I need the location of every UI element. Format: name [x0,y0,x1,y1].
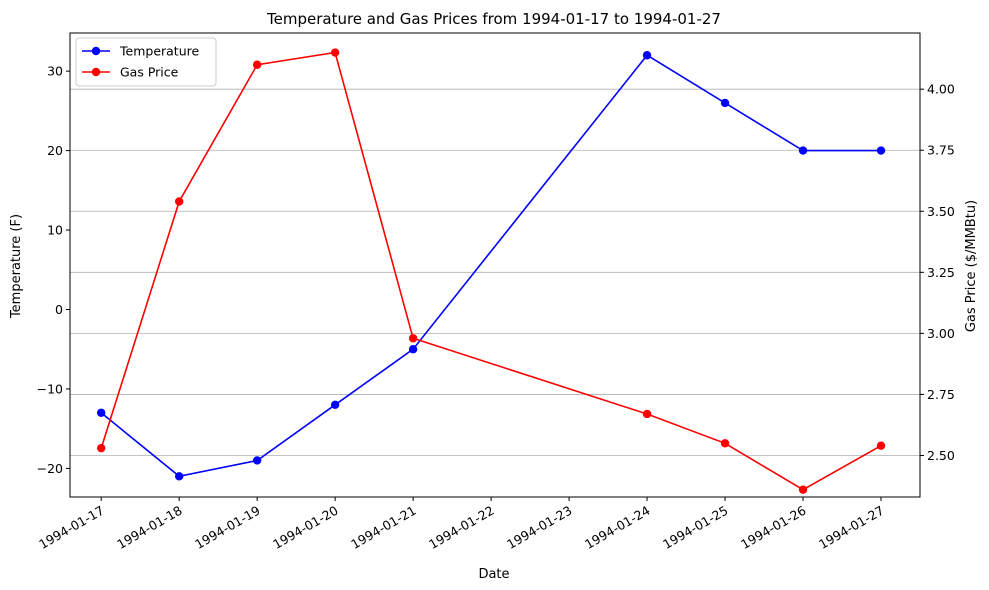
y-left-tick-label-2: 0 [55,302,63,317]
point-temperature-8 [876,146,886,155]
y-right-tick-label-0: 2.50 [927,448,955,463]
y-axis-right-label: Gas Price ($/MMBtu) [964,200,979,332]
point-temperature-5 [642,51,652,60]
y-axis-right: 2.50 2.75 3.00 3.25 3.50 3.75 4.00 [920,82,955,463]
point-gas-price-5 [642,409,652,419]
y-left-tick-label-1: −10 [37,381,63,396]
point-temperature-0 [96,408,106,417]
point-gas-price-7 [798,485,808,494]
point-temperature-6 [720,98,730,108]
y-left-tick-label-5: 30 [47,64,63,79]
series-layer [96,48,886,494]
y-right-tick-label-1: 2.75 [927,387,955,402]
point-temperature-3 [330,400,340,410]
y-axis-left-label: Temperature (F) [9,214,24,319]
chart-title: Temperature and Gas Prices from 1994-01-… [266,10,721,28]
point-gas-price-3 [330,48,340,57]
point-temperature-7 [798,146,808,155]
legend-label-gas-price: Gas Price [120,65,179,80]
point-gas-price-2 [252,60,262,69]
y-left-tick-label-4: 20 [47,143,63,158]
y-axis-left: −20 −10 0 10 20 30 [37,64,70,476]
y-right-tick-label-5: 3.75 [927,143,955,158]
y-right-tick-label-3: 3.25 [927,265,955,280]
point-temperature-4 [408,345,418,354]
legend-marker-temperature [91,46,101,56]
point-gas-price-6 [720,439,730,448]
y-left-tick-label-0: −20 [37,461,63,476]
y-right-tick-label-2: 3.00 [927,326,955,341]
point-gas-price-8 [876,441,886,450]
point-gas-price-1 [174,197,184,206]
y-right-tick-label-4: 3.50 [927,204,955,219]
legend-label-temperature: Temperature [119,44,199,59]
y-left-tick-label-3: 10 [47,223,63,238]
plot-frame [69,32,921,498]
legend: Temperature Gas Price [75,37,217,87]
point-temperature-2 [252,456,262,465]
legend-marker-gas-price [91,67,101,77]
y-right-tick-label-6: 4.00 [927,82,955,97]
point-gas-price-0 [96,443,106,453]
legend-box [75,37,217,87]
point-temperature-1 [174,472,184,481]
point-gas-price-4 [408,334,418,343]
gridlines [70,88,920,456]
x-axis-label: Date [478,567,509,582]
